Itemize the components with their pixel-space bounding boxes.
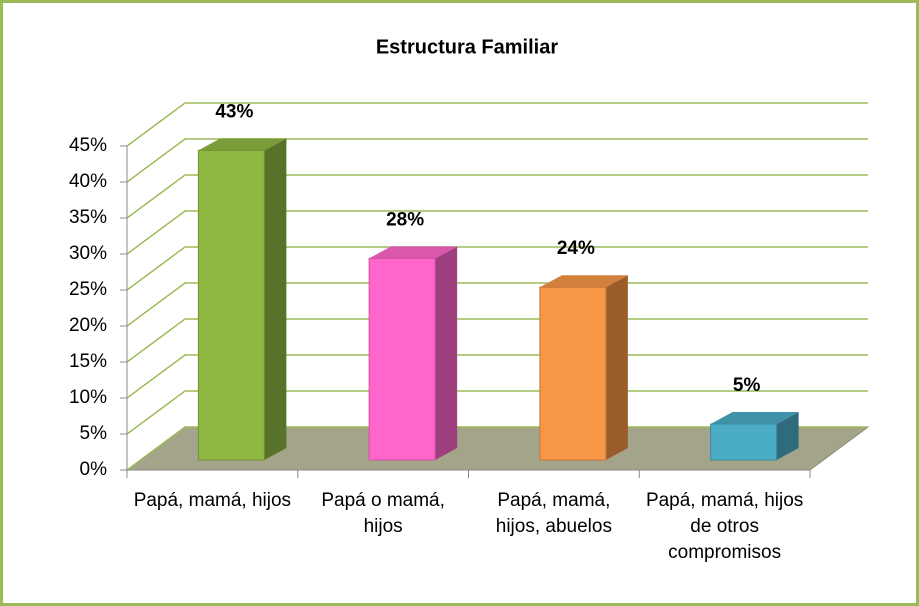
grid-line: [126, 426, 868, 471]
x-tick-label: Papá, mamá, hijos, abuelos: [495, 490, 612, 537]
y-tick-label: 15%: [69, 351, 107, 372]
grid-line: [126, 282, 868, 327]
data-label: 28%: [386, 209, 424, 230]
x-tick-label: Papá o mamá, hijos: [321, 490, 445, 537]
bar: [710, 423, 778, 461]
bar-side: [435, 246, 458, 460]
bar-side: [605, 275, 628, 460]
y-tick-label: 25%: [69, 279, 107, 300]
grid-line: [126, 318, 868, 363]
chart-title: Estructura Familiar: [376, 36, 559, 58]
grid-line: [126, 390, 868, 435]
chart: Estructura Familiar 0% 5% 10% 15% 20% 25% 30% 3…: [69, 36, 870, 480]
bar-top: [369, 246, 458, 259]
bar: [368, 257, 436, 461]
data-label: 24%: [557, 238, 595, 259]
x-tick-label: Papá, mamá, hijos de otros compromisos: [645, 490, 804, 563]
bar-side: [264, 138, 287, 460]
bar: [197, 149, 265, 461]
grid-line: [126, 174, 868, 219]
y-tick-label: 5%: [80, 423, 108, 444]
y-tick-label: 40%: [69, 171, 107, 192]
y-tick-label: 45%: [69, 135, 107, 156]
y-tick-label: 10%: [69, 387, 107, 408]
y-tick-label: 30%: [69, 243, 107, 264]
grid-line: [126, 354, 868, 399]
data-label: 5%: [733, 375, 761, 396]
y-tick-label: 0%: [80, 459, 108, 480]
grid-line: [126, 246, 868, 291]
bar: [539, 286, 607, 461]
bar-top: [539, 275, 628, 288]
y-tick-label: 35%: [69, 207, 107, 228]
grid-line: [126, 210, 868, 255]
y-tick-label: 20%: [69, 315, 107, 336]
grid-line: [126, 138, 868, 183]
bar-top: [710, 412, 799, 424]
data-label: 43%: [215, 101, 253, 122]
bar-top: [198, 138, 287, 151]
grid-line: [126, 102, 868, 147]
bar-side: [776, 412, 799, 460]
x-tick-label: Papá, mamá, hijos: [133, 490, 292, 511]
